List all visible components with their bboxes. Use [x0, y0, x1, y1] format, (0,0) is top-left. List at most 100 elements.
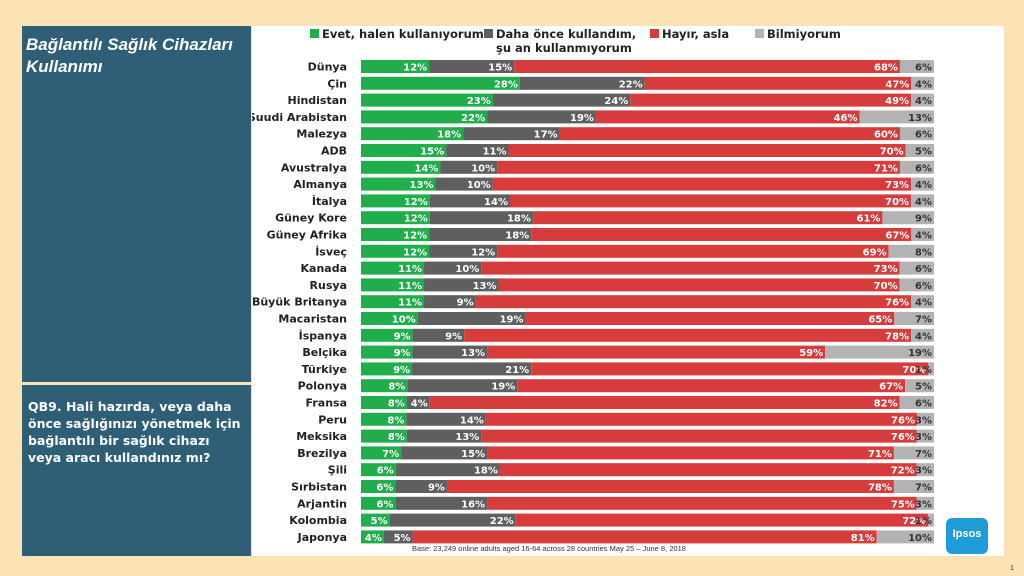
bar-segment — [361, 412, 407, 426]
value-label: 78% — [868, 483, 892, 494]
bar-segment — [406, 396, 430, 409]
value-labels: 12% 15% 68% 6% 28% 22% 47% 4% 23% 24% 49% 4% 22% 19% 4… — [365, 63, 932, 544]
bar-segment — [487, 345, 826, 359]
value-label: 12% — [403, 247, 427, 258]
bar-segment — [361, 379, 408, 393]
bar-segment — [905, 379, 934, 393]
value-label: 6% — [915, 264, 932, 275]
category-label: Büyük Britanya — [252, 296, 347, 309]
bar-segment — [401, 446, 488, 460]
ipsos-logo: Ipsos — [946, 518, 988, 554]
category-label: İspanya — [299, 328, 347, 342]
bar-segment — [361, 295, 425, 309]
value-label: 6% — [915, 130, 932, 141]
value-label: 4% — [915, 180, 932, 191]
value-label: 19% — [491, 382, 515, 393]
bars — [361, 60, 934, 544]
bar-segment — [487, 496, 917, 510]
bar-segment — [481, 429, 917, 443]
value-label: 4% — [915, 331, 932, 342]
legend: Evet, halen kullanıyorum Daha önce kullan… — [310, 27, 841, 55]
bar-segment — [899, 261, 934, 275]
bar-segment — [464, 328, 912, 342]
value-label: 71% — [874, 163, 898, 174]
bar-segment — [383, 530, 413, 544]
legend-swatch — [310, 29, 319, 38]
value-label: 46% — [834, 113, 858, 124]
value-label: 70% — [880, 147, 904, 158]
bar-segment — [429, 396, 900, 409]
bar-segment — [395, 463, 500, 477]
value-label: 24% — [604, 96, 628, 107]
category-labels: Dünya Çin Hindistan Suudi Arabistan Malezya A… — [248, 61, 347, 544]
legend-swatch — [650, 29, 659, 38]
bar-segment — [417, 312, 526, 325]
bar-segment — [481, 261, 900, 275]
bar-segment — [475, 295, 912, 309]
value-label: 5% — [915, 382, 932, 393]
value-label: 70% — [874, 281, 898, 292]
value-label: 19% — [500, 315, 524, 326]
bar-segment — [916, 412, 934, 426]
bar-segment — [899, 396, 934, 409]
legend-label: Bilmiyorum — [767, 27, 841, 41]
category-label: Şili — [328, 464, 347, 477]
bar-segment — [508, 144, 906, 157]
bar-segment — [361, 429, 407, 443]
value-label: 11% — [398, 264, 422, 275]
value-label: 68% — [874, 63, 898, 74]
value-label: 76% — [891, 432, 915, 443]
value-label: 10% — [467, 180, 491, 191]
value-label: 6% — [915, 63, 932, 74]
bar-segment — [928, 362, 934, 376]
value-label: 8% — [388, 432, 405, 443]
bar-segment — [412, 345, 488, 359]
value-label: 59% — [799, 348, 823, 359]
bar-segment — [446, 480, 894, 493]
bar-segment — [361, 463, 396, 477]
value-label: 22% — [619, 79, 643, 90]
value-label: 72% — [891, 466, 915, 477]
value-label: 11% — [398, 298, 422, 309]
bar-segment — [361, 261, 425, 275]
value-label: 49% — [885, 96, 909, 107]
footnote: Base: 23,249 online adults aged 16-64 ac… — [412, 544, 686, 553]
bar-segment — [893, 446, 934, 460]
value-label: 67% — [885, 231, 909, 242]
bar-segment — [361, 127, 464, 141]
bar-segment — [361, 110, 488, 124]
value-label: 9% — [393, 365, 410, 376]
value-label: 1% — [915, 365, 932, 376]
bar-segment — [509, 194, 912, 208]
value-label: 72% — [902, 516, 926, 527]
bar-segment — [361, 228, 430, 241]
bar-segment — [361, 93, 493, 107]
category-label: Peru — [318, 413, 347, 426]
chart-area: Evet, halen kullanıyorum Daha önce kullan… — [248, 26, 1004, 556]
stacked-bar-chart: Evet, halen kullanıyorum Daha önce kullan… — [248, 27, 934, 544]
left-panel: Bağlantılı Sağlık Cihazları Kullanımı QB… — [22, 26, 251, 556]
value-label: 71% — [868, 449, 892, 460]
value-label: 9% — [394, 348, 411, 359]
category-label: İtalya — [312, 194, 347, 208]
bar-segment — [517, 379, 906, 393]
value-label: 19% — [908, 348, 932, 359]
value-label: 14% — [414, 163, 438, 174]
bar-segment — [894, 312, 934, 325]
bar-segment — [395, 496, 488, 510]
bar-segment — [514, 60, 900, 73]
value-label: 65% — [868, 315, 892, 326]
bar-segment — [492, 93, 631, 107]
category-label: Türkiye — [302, 363, 347, 376]
bar-segment — [407, 379, 518, 393]
value-label: 75% — [891, 499, 915, 510]
category-label: Avustralya — [281, 161, 347, 174]
bar-segment — [859, 110, 934, 124]
category-label: Malezya — [296, 128, 347, 141]
value-label: 3% — [915, 432, 932, 443]
value-label: 7% — [382, 449, 399, 460]
value-label: 76% — [891, 415, 915, 426]
slide-title: Bağlantılı Sağlık Cihazları Kullanımı — [26, 35, 233, 76]
bar-segment — [485, 412, 917, 426]
value-label: 12% — [404, 214, 428, 225]
